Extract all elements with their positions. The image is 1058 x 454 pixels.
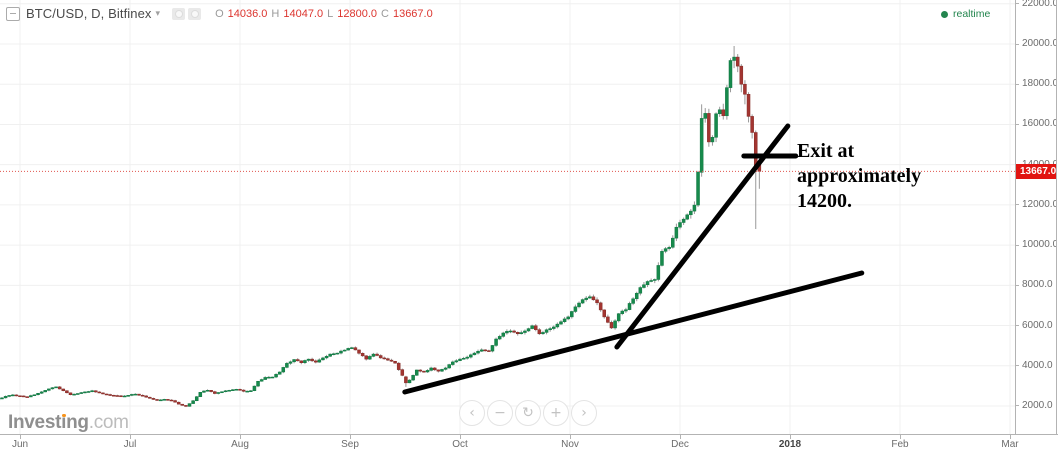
realtime-status: realtime [941,8,990,20]
time-tick-label-mar: Mar [1001,439,1019,450]
price-tick [1016,325,1019,327]
time-tick-label-oct: Oct [452,439,468,450]
time-tick-label-feb: Feb [891,439,909,450]
ohlc-readout: O 14036.0 H 14047.0 L 12800.0 C 13667.0 [215,8,433,20]
zoom-out-button[interactable]: − [487,400,513,426]
price-tick [1016,244,1019,246]
support-trendline [402,270,865,395]
chevron-down-icon[interactable]: ▾ [155,8,161,18]
candlesticks [0,46,762,408]
time-tick-label-nov: Nov [561,439,579,450]
exit-annotation-line-2: approximately [797,165,922,187]
investing-logo[interactable]: Investıng.com [8,412,129,434]
time-tick-label-dec: Dec [671,439,689,450]
time-tick [130,435,131,439]
time-tick [680,435,681,439]
price-tick-label: 12000.0 [1022,198,1057,210]
camera-icon-1[interactable] [172,7,186,20]
camera-icon-2[interactable] [188,7,202,20]
open-label: O [215,7,224,20]
price-tick-label: 8000.0 [1022,279,1053,291]
high-value: 14047.0 [283,7,324,20]
high-label: H [271,7,280,20]
logo-text-2: ng [66,412,89,433]
chart-header: BTC/USD, D, Bitfinex ▾ O 14036.0 H 14047… [6,0,433,27]
time-tick [20,435,21,439]
logo-text: Invest [8,412,62,433]
price-tick [1016,3,1019,5]
realtime-dot-icon [941,10,948,18]
price-tick [1016,284,1019,286]
logo-i-orange-dot: ı [61,412,67,433]
exit-annotation-line-3: 14200. [797,190,852,212]
open-value: 14036.0 [227,7,268,20]
price-tick-label: 6000.0 [1022,319,1053,331]
price-tick [1016,405,1019,407]
price-tick-label: 18000.0 [1022,78,1057,90]
chart-nav-controls: ‹ − ↻ + › [459,400,597,426]
scroll-right-button[interactable]: › [571,400,597,426]
low-value: 12800.0 [337,7,377,20]
price-tick [1016,83,1019,85]
collapse-chart-icon[interactable] [6,6,20,21]
exit-annotation-line-1: Exit at [797,140,855,162]
reset-view-button[interactable]: ↻ [515,400,541,426]
zoom-in-button[interactable]: + [543,400,569,426]
time-tick [1010,435,1011,439]
logo-com-suffix: .com [88,412,129,433]
time-tick [240,435,241,439]
low-label: L [327,7,334,20]
time-axis[interactable]: Jun Jul Aug Sep Oct Nov Dec 2018 Feb Mar [0,434,1058,454]
trendline-drawings[interactable] [402,123,865,395]
time-tick-label-sep: Sep [341,439,359,450]
price-tick-label: 16000.0 [1022,118,1057,130]
price-tick [1016,365,1019,367]
time-tick [900,435,901,439]
widget-right-border [1056,0,1057,434]
time-tick [460,435,461,439]
price-tick [1016,123,1019,125]
price-tick-label: 10000.0 [1022,239,1057,251]
close-value: 13667.0 [392,7,433,20]
price-axis[interactable]: 13667.0 22000.020000.018000.016000.01400… [1015,0,1057,434]
chart-canvas[interactable] [0,0,1015,434]
price-tick [1016,43,1019,45]
price-tick-label: 20000.0 [1022,38,1057,49]
time-tick [790,435,791,439]
symbol-title[interactable]: BTC/USD, D, Bitfinex [26,6,152,21]
price-tick-label: 4000.0 [1022,359,1053,371]
time-tick-label-2018: 2018 [778,439,802,450]
time-tick-label-jul: Jul [123,439,137,450]
price-tick-label: 2000.0 [1022,399,1053,411]
steep-trendline [614,123,791,350]
price-tick-label: 22000.0 [1022,0,1057,9]
time-tick-label-aug: Aug [231,439,249,450]
last-price-badge: 13667.0 [1016,163,1056,179]
price-tick [1016,204,1019,206]
close-label: C [381,7,389,20]
time-tick-label-jun: Jun [11,439,29,450]
exit-annotation: Exit at approximately 14200. [797,139,921,214]
time-tick [350,435,351,439]
realtime-label: realtime [953,8,991,20]
time-tick [570,435,571,439]
gridlines [0,0,1015,434]
scroll-left-button[interactable]: ‹ [459,400,485,426]
